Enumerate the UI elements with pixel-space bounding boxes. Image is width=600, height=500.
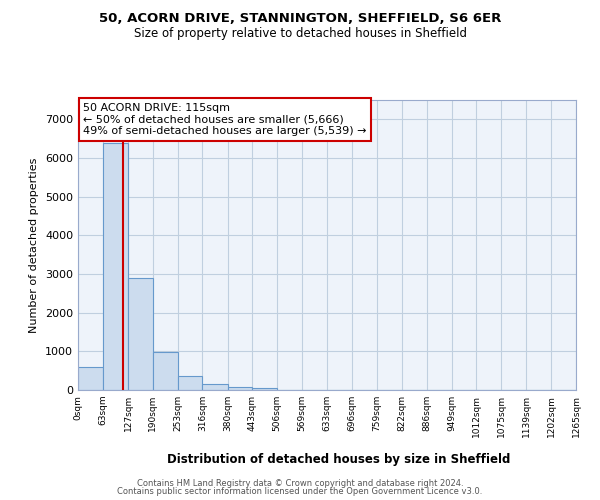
Bar	[103, 142, 128, 390]
Text: 50 ACORN DRIVE: 115sqm
← 50% of detached houses are smaller (5,666)
49% of semi-: 50 ACORN DRIVE: 115sqm ← 50% of detached…	[83, 103, 367, 136]
Text: Size of property relative to detached houses in Sheffield: Size of property relative to detached ho…	[133, 28, 467, 40]
Bar	[253, 388, 277, 390]
Text: Contains HM Land Registry data © Crown copyright and database right 2024.: Contains HM Land Registry data © Crown c…	[137, 478, 463, 488]
Text: Distribution of detached houses by size in Sheffield: Distribution of detached houses by size …	[167, 452, 511, 466]
Text: 50, ACORN DRIVE, STANNINGTON, SHEFFIELD, S6 6ER: 50, ACORN DRIVE, STANNINGTON, SHEFFIELD,…	[99, 12, 501, 26]
Bar	[227, 387, 253, 390]
Bar	[178, 376, 202, 390]
Bar	[153, 352, 178, 390]
Bar	[78, 367, 103, 390]
Bar	[202, 384, 227, 390]
Text: Contains public sector information licensed under the Open Government Licence v3: Contains public sector information licen…	[118, 487, 482, 496]
Bar	[128, 278, 153, 390]
Y-axis label: Number of detached properties: Number of detached properties	[29, 158, 40, 332]
